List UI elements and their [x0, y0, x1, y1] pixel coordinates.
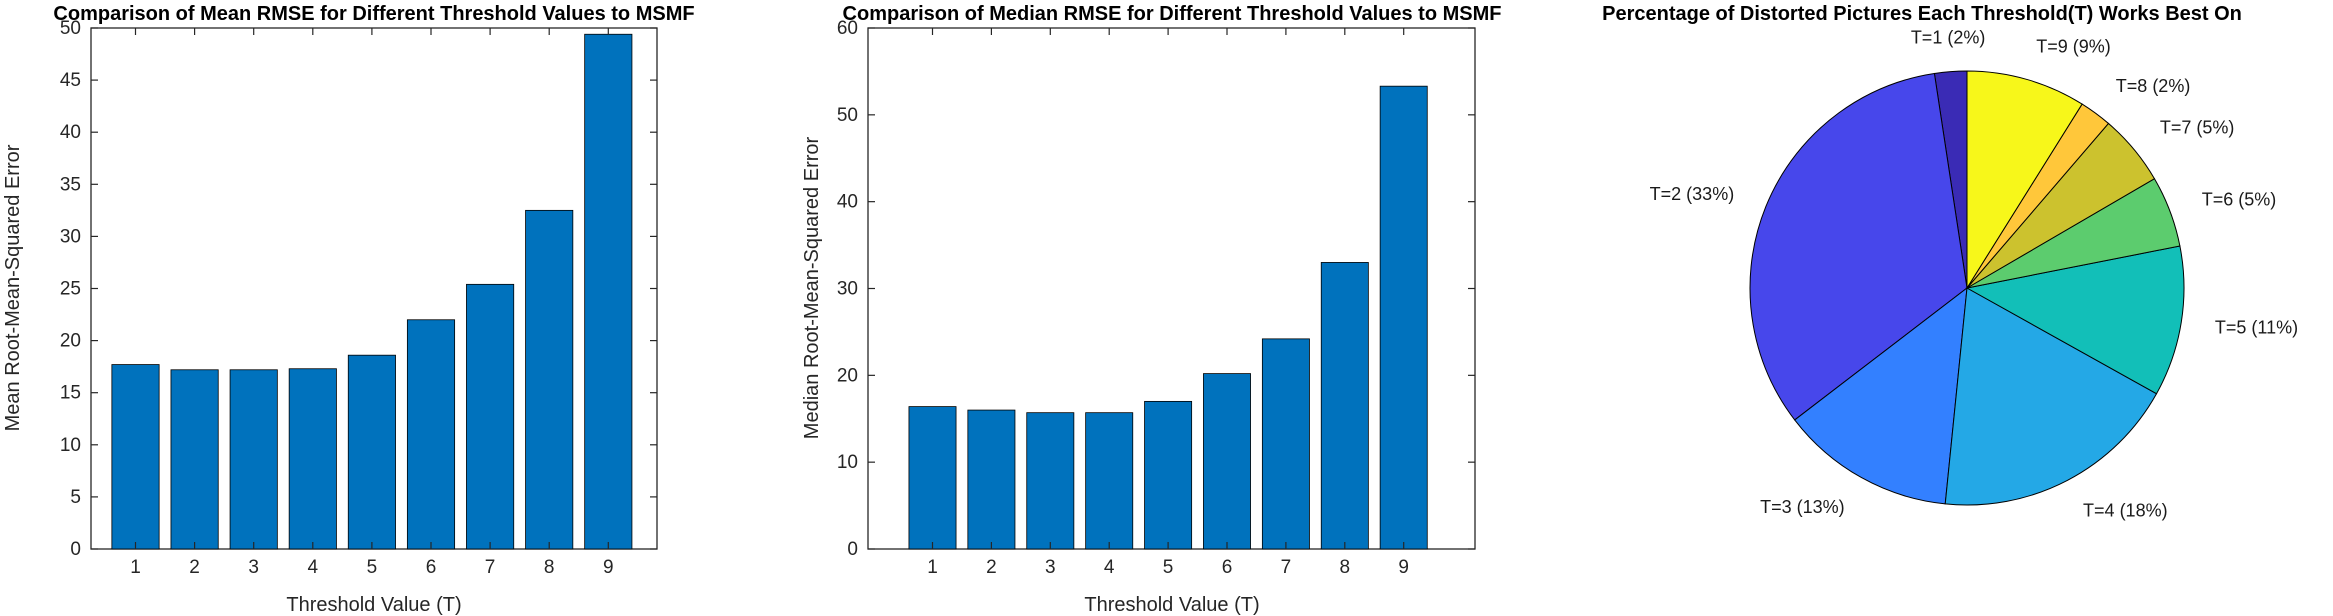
bar: [229, 369, 278, 550]
x-tick-label: 3: [1045, 557, 1056, 578]
bar: [584, 33, 633, 550]
y-tick-label: 0: [847, 539, 858, 560]
bar: [466, 283, 515, 550]
x-tick-label: 7: [485, 557, 496, 578]
chart-title: Comparison of Mean RMSE for Different Th…: [53, 3, 694, 25]
x-tick-label: 9: [603, 557, 614, 578]
pie-slice-label: T=2 (33%): [1650, 184, 1735, 204]
pie-slice-label: T=1 (2%): [1911, 28, 1986, 48]
x-tick-label: 8: [544, 557, 555, 578]
mean-rmse-bar-chart: Comparison of Mean RMSE for Different Th…: [2, 3, 695, 616]
bar: [967, 409, 1016, 550]
bar: [170, 369, 219, 550]
pie-slice-label: T=7 (5%): [2160, 117, 2235, 137]
y-tick-label: 0: [70, 539, 81, 560]
y-tick-label: 35: [60, 174, 81, 195]
x-tick-label: 5: [367, 557, 378, 578]
y-tick-label: 50: [837, 105, 858, 126]
x-axis-label: Threshold Value (T): [1084, 594, 1259, 616]
chart-title: Comparison of Median RMSE for Different …: [843, 3, 1502, 25]
pie-slice-label: T=5 (11%): [2215, 317, 2298, 337]
bar: [525, 209, 574, 550]
x-axis-label: Threshold Value (T): [286, 594, 461, 616]
bar: [1144, 400, 1193, 550]
x-tick-label: 2: [189, 557, 200, 578]
x-tick-label: 6: [1222, 557, 1233, 578]
x-tick-label: 4: [308, 557, 319, 578]
x-tick-label: 5: [1163, 557, 1174, 578]
y-tick-label: 10: [60, 435, 81, 456]
pie-slice-label: T=6 (5%): [2202, 189, 2277, 209]
x-tick-label: 1: [927, 557, 938, 578]
bar: [1379, 85, 1428, 550]
bar: [111, 364, 160, 550]
y-tick-label: 10: [837, 452, 858, 473]
bar: [1026, 412, 1075, 550]
x-tick-label: 8: [1340, 557, 1351, 578]
y-tick-label: 60: [837, 18, 858, 39]
x-tick-label: 2: [986, 557, 997, 578]
y-tick-label: 5: [70, 487, 81, 508]
y-axis-label: Median Root-Mean-Squared Error: [801, 136, 823, 439]
bar: [1320, 262, 1369, 550]
pie-slice-label: T=3 (13%): [1760, 497, 1845, 517]
pie-slice-label: T=8 (2%): [2116, 76, 2191, 96]
bar: [908, 406, 957, 550]
y-tick-label: 15: [60, 383, 81, 404]
median-rmse-bar-chart: Comparison of Median RMSE for Different …: [801, 3, 1501, 616]
pie-slice: [1965, 245, 2185, 395]
y-tick-label: 40: [60, 122, 81, 143]
x-tick-label: 4: [1104, 557, 1115, 578]
x-tick-label: 6: [426, 557, 437, 578]
y-tick-label: 30: [60, 226, 81, 247]
y-axis-label: Mean Root-Mean-Squared Error: [2, 144, 24, 431]
bar: [347, 354, 396, 550]
y-tick-label: 30: [837, 279, 858, 300]
y-tick-label: 20: [60, 331, 81, 352]
x-tick-label: 1: [130, 557, 141, 578]
pie-slice: [1966, 70, 2083, 290]
pie-slice: [1793, 286, 1968, 505]
y-tick-label: 50: [60, 18, 81, 39]
pie-slice: [1944, 287, 2158, 506]
pie-slice-label: T=4 (18%): [2083, 501, 2168, 521]
x-tick-label: 7: [1281, 557, 1292, 578]
bar: [1261, 338, 1310, 550]
bar: [406, 319, 456, 550]
bar: [1203, 373, 1251, 550]
pie-slice-label: T=9 (9%): [2036, 37, 2111, 57]
x-tick-label: 9: [1398, 557, 1409, 578]
pie-slice: [1749, 72, 1968, 421]
x-tick-label: 3: [248, 557, 259, 578]
y-tick-label: 20: [837, 365, 858, 386]
bar: [288, 368, 337, 550]
y-tick-label: 45: [60, 70, 81, 91]
y-tick-label: 25: [60, 279, 81, 300]
chart-title: Percentage of Distorted Pictures Each Th…: [1602, 3, 2242, 25]
threshold-share-pie-chart: Percentage of Distorted Pictures Each Th…: [1602, 3, 2298, 521]
y-tick-label: 40: [837, 192, 858, 213]
bar: [1085, 412, 1134, 550]
